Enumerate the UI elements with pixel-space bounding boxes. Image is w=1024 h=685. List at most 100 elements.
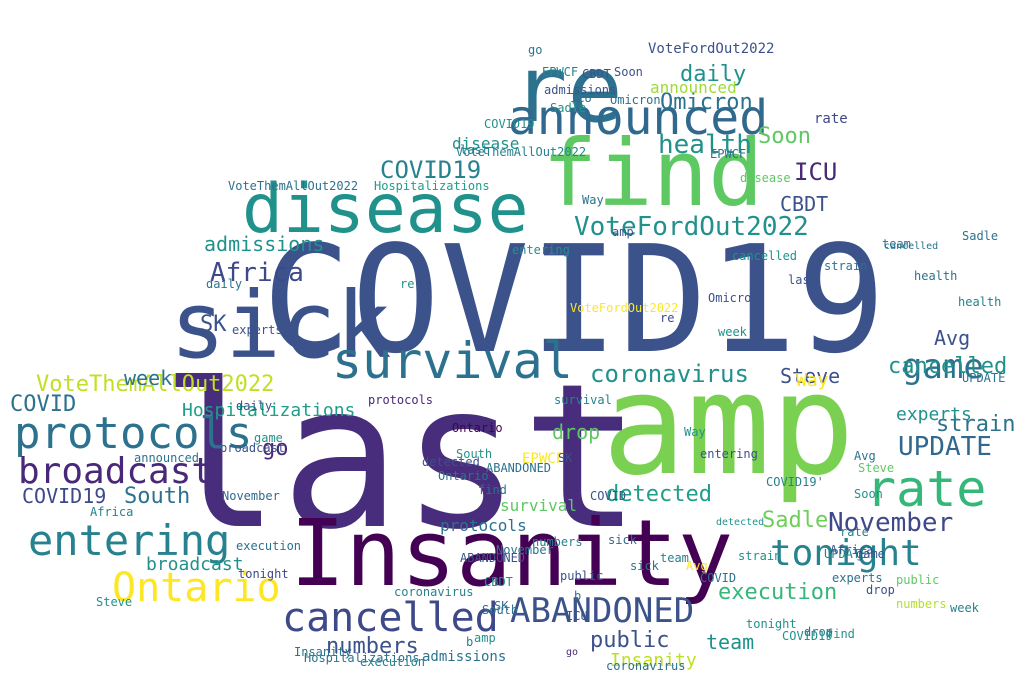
cloud-word: tonight (770, 533, 922, 574)
cloud-word: rate (814, 111, 848, 127)
cloud-word: execution (360, 655, 426, 669)
cloud-word: Omicron (708, 291, 759, 305)
cloud-word: COVID19 (782, 629, 833, 643)
cloud-word: UPDATE (824, 547, 868, 561)
cloud-word: CBDT (780, 192, 829, 216)
cloud-word: Hospitalizations (182, 400, 356, 421)
cloud-word: rate (866, 460, 987, 518)
cloud-word: ICU (566, 609, 588, 623)
cloud-word: experts (896, 404, 972, 425)
cloud-word: Ontario (452, 421, 503, 435)
cloud-word: cancelled (884, 241, 939, 252)
cloud-word: VoteFordOut2022 (570, 301, 679, 315)
cloud-word: amp (612, 225, 634, 239)
cloud-word: coronavirus (606, 659, 686, 673)
cloud-word: re (400, 277, 415, 291)
cloud-word: Hospitalizations (304, 651, 420, 665)
cloud-word: strain (936, 412, 1016, 437)
cloud-word: find (826, 627, 855, 641)
cloud-word: execution (718, 580, 838, 605)
cloud-word: game (254, 431, 283, 445)
cloud-word: protocols (440, 516, 527, 535)
cloud-word: November (496, 543, 554, 557)
cloud-word: disease (242, 170, 529, 249)
cloud-word: last (788, 273, 817, 287)
cloud-word: broadcast (18, 451, 214, 492)
cloud-word: cancelled (282, 595, 499, 641)
cloud-word: South (456, 447, 493, 461)
cloud-word: detected (716, 517, 765, 528)
cloud-word: Steve (96, 595, 133, 609)
cloud-word: COVID19 (22, 484, 107, 508)
cloud-word: Way (796, 370, 829, 391)
cloud-word: amp (602, 344, 855, 507)
cloud-word: admissions (422, 649, 507, 665)
cloud-word: execution (236, 539, 302, 553)
cloud-word: week (950, 601, 979, 615)
cloud-word: November (222, 489, 280, 503)
cloud-word: disease (740, 171, 791, 185)
cloud-word: team (660, 551, 689, 565)
cloud-word: rate (840, 525, 869, 539)
cloud-word: daily (236, 399, 273, 413)
cloud-word: COVID (590, 489, 627, 503)
cloud-word: admissions (544, 83, 617, 97)
cloud-word: find (478, 483, 507, 497)
cloud-word: Steve (780, 364, 841, 388)
cloud-word: South (124, 484, 191, 509)
cloud-word: cancelled (732, 249, 798, 263)
cloud-word: re (660, 311, 675, 325)
cloud-word: week (718, 325, 747, 339)
cloud-word: drop (552, 420, 601, 444)
cloud-word: South (482, 603, 519, 617)
cloud-word: go (528, 43, 543, 57)
cloud-word: announced (650, 78, 737, 97)
cloud-word: strain (738, 549, 782, 563)
cloud-word: Omicron (610, 93, 661, 107)
cloud-word: announced (134, 451, 200, 465)
cloud-word: ABANDONED (486, 461, 552, 475)
cloud-word: COVID19 (484, 117, 535, 131)
cloud-word: detected (606, 482, 712, 507)
cloud-word: ICU (794, 158, 838, 186)
cloud-word: EPWCF (542, 65, 579, 79)
cloud-word: health (958, 295, 1002, 309)
cloud-word: Soon (614, 65, 643, 79)
cloud-word: UPDATE (962, 371, 1006, 385)
cloud-word: VoteFordOut2022 (648, 41, 775, 57)
cloud-word: numbers (896, 597, 947, 611)
cloud-word: VoteThemAllOut2022 (36, 372, 275, 397)
cloud-word: find (542, 120, 764, 227)
cloud-word: Sadle (962, 229, 999, 243)
cloud-word: VoteThemAllOut2022 (228, 179, 359, 193)
cloud-word: game (902, 347, 984, 387)
cloud-word: tonight (746, 617, 797, 631)
cloud-word: sick (170, 272, 392, 379)
cloud-word: public (560, 569, 604, 583)
cloud-word: Sadle (550, 101, 587, 115)
cloud-word: entering (512, 243, 570, 257)
cloud-word: health (658, 130, 752, 160)
cloud-word: last (160, 341, 642, 574)
cloud-word: Insanity (294, 645, 352, 659)
cloud-word: Way (684, 425, 706, 439)
cloud-word: b (466, 635, 474, 649)
cloud-word: SK (558, 451, 573, 465)
cloud-word: game (856, 547, 885, 561)
cloud-word: broadcast (146, 554, 244, 575)
cloud-word: Avg (686, 559, 708, 573)
cloud-word: go (566, 647, 579, 658)
cloud-word: detected (422, 455, 480, 469)
cloud-word: VoteFordOut2022 (574, 212, 809, 242)
cloud-word: experts (232, 323, 283, 337)
cloud-word: survival (332, 332, 573, 390)
cloud-word: experts (832, 571, 883, 585)
cloud-word: coronavirus (394, 585, 474, 599)
cloud-word: November (828, 508, 954, 538)
cloud-word: numbers (326, 634, 419, 659)
cloud-word: Avg (854, 449, 876, 463)
cloud-word: disease (452, 134, 520, 153)
cloud-word: announced (508, 90, 769, 146)
cloud-word: ABANDONED (460, 551, 526, 565)
